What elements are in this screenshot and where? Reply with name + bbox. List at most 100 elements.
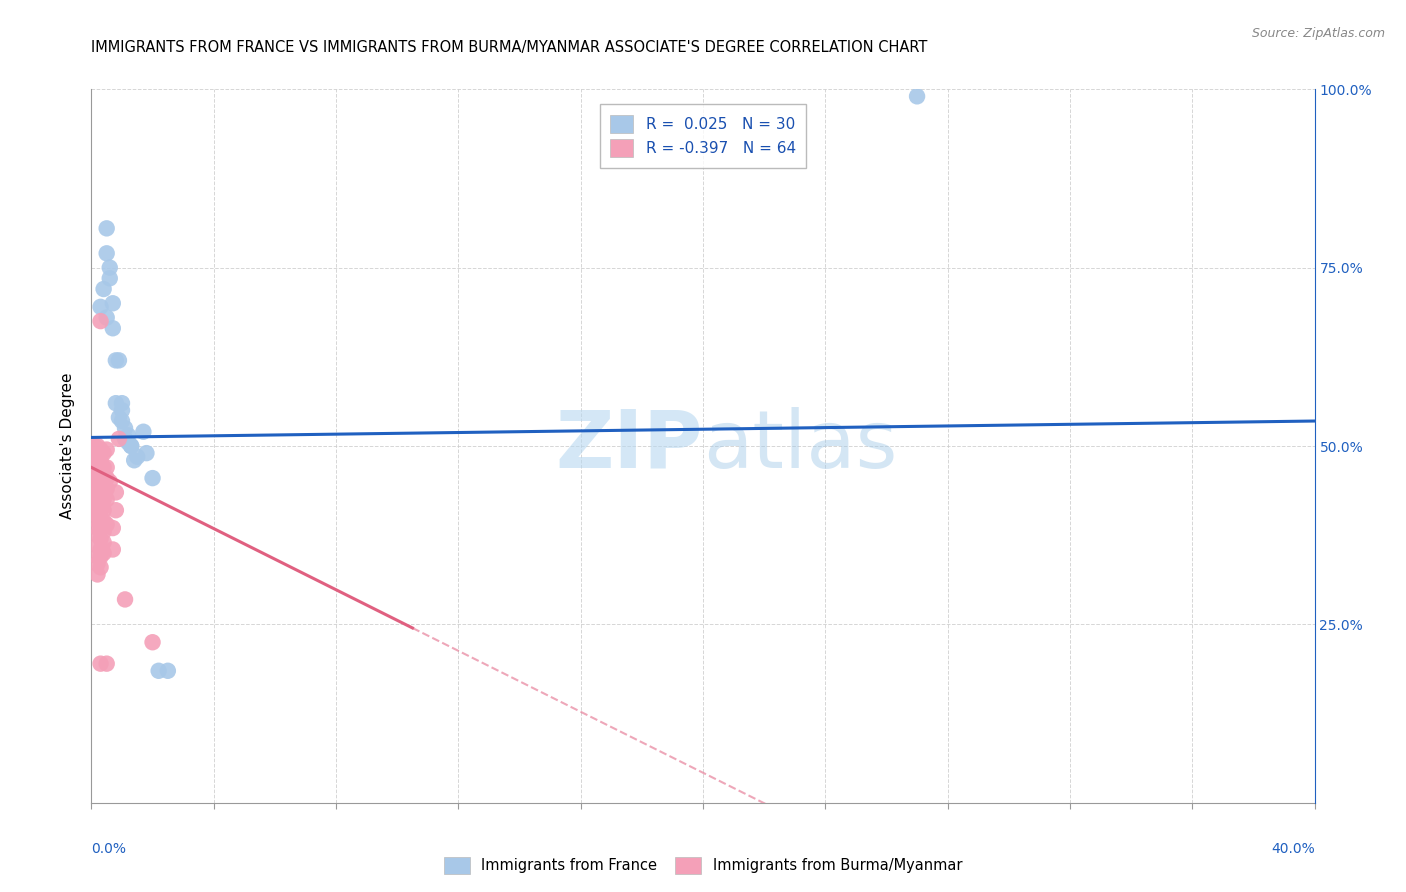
Point (104, 353, 127, 368)
Point (93, 492, 115, 507)
Point (101, 521, 124, 535)
Y-axis label: Associate's Degree: Associate's Degree (60, 373, 76, 519)
Point (83, 450, 105, 464)
Point (96, 492, 118, 507)
Point (101, 321, 124, 335)
Point (86, 439, 108, 453)
Point (108, 410, 131, 425)
Point (90, 521, 112, 535)
Point (905, 89, 928, 103)
Point (90, 542, 112, 557)
Point (93, 546, 115, 560)
Point (90, 485, 112, 500)
Point (127, 450, 149, 464)
Text: Source: ZipAtlas.com: Source: ZipAtlas.com (1251, 27, 1385, 40)
Point (93, 282, 115, 296)
Point (93, 524, 115, 539)
Point (86, 528, 108, 542)
Point (83, 496, 105, 510)
Point (96, 482, 118, 496)
Text: 0.0%: 0.0% (91, 842, 127, 856)
Point (83, 482, 105, 496)
Point (86, 442, 108, 457)
Point (101, 542, 124, 557)
Point (90, 657, 112, 671)
Point (83, 489, 105, 503)
Point (132, 425, 155, 439)
Text: 40.0%: 40.0% (1271, 842, 1315, 856)
Point (90, 532, 112, 546)
Point (90, 475, 112, 489)
Point (135, 446, 157, 460)
Point (86, 503, 108, 517)
Point (83, 507, 105, 521)
Point (86, 460, 108, 475)
Point (86, 514, 108, 528)
Point (141, 471, 163, 485)
Point (96, 246, 118, 260)
Point (96, 657, 118, 671)
Point (96, 471, 118, 485)
Point (83, 471, 105, 485)
Point (93, 460, 115, 475)
Point (96, 310, 118, 325)
Legend: Immigrants from France, Immigrants from Burma/Myanmar: Immigrants from France, Immigrants from … (437, 851, 969, 880)
Text: IMMIGRANTS FROM FRANCE VS IMMIGRANTS FROM BURMA/MYANMAR ASSOCIATE'S DEGREE CORRE: IMMIGRANTS FROM FRANCE VS IMMIGRANTS FRO… (91, 40, 928, 55)
Point (86, 471, 108, 485)
Point (86, 478, 108, 492)
Point (86, 557, 108, 571)
Point (90, 496, 112, 510)
Point (114, 592, 136, 607)
Point (90, 442, 112, 457)
Point (90, 514, 112, 528)
Point (148, 664, 170, 678)
Point (111, 414, 134, 428)
Point (90, 549, 112, 564)
Point (93, 535, 115, 549)
Point (86, 549, 108, 564)
Point (111, 403, 134, 417)
Point (117, 435, 139, 450)
Point (90, 467, 112, 482)
Point (93, 482, 115, 496)
Point (101, 296, 124, 310)
Point (96, 517, 118, 532)
Point (90, 300, 112, 314)
Point (86, 539, 108, 553)
Point (104, 503, 127, 517)
Point (104, 396, 127, 410)
Point (96, 460, 118, 475)
Point (90, 453, 112, 467)
Point (90, 314, 112, 328)
Point (120, 439, 142, 453)
Point (93, 446, 115, 460)
Point (90, 560, 112, 574)
Point (111, 396, 134, 410)
Point (96, 442, 118, 457)
Point (156, 664, 179, 678)
Point (141, 635, 163, 649)
Point (104, 485, 127, 500)
Point (98, 260, 121, 275)
Point (122, 453, 145, 467)
Point (86, 567, 108, 582)
Point (93, 514, 115, 528)
Point (120, 439, 142, 453)
Point (83, 460, 105, 475)
Text: atlas: atlas (703, 407, 897, 485)
Point (108, 432, 131, 446)
Point (86, 496, 108, 510)
Point (93, 503, 115, 517)
Point (86, 521, 108, 535)
Point (117, 428, 139, 442)
Point (114, 432, 136, 446)
Point (83, 439, 105, 453)
Legend: R =  0.025   N = 30, R = -0.397   N = 64: R = 0.025 N = 30, R = -0.397 N = 64 (600, 104, 806, 168)
Point (108, 353, 131, 368)
Point (98, 271, 121, 285)
Text: ZIP: ZIP (555, 407, 703, 485)
Point (114, 421, 136, 435)
Point (86, 489, 108, 503)
Point (96, 221, 118, 235)
Point (86, 453, 108, 467)
